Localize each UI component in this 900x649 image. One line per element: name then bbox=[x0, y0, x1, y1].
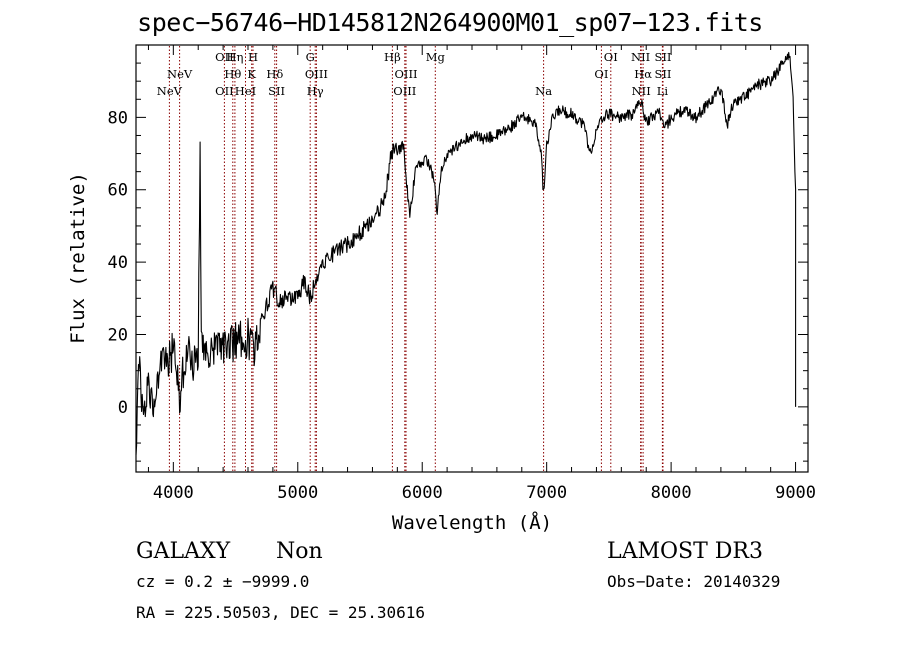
spectral-line-label: SII bbox=[268, 84, 285, 98]
observation-date: Obs−Date: 20140329 bbox=[607, 572, 781, 591]
spectral-line-label: NeV bbox=[157, 84, 183, 98]
spectral-line-label: Mg bbox=[426, 50, 446, 64]
spectral-line-label: OIII bbox=[305, 67, 328, 81]
spectral-line-label: H bbox=[248, 50, 258, 64]
spectral-line-label: HeI bbox=[235, 84, 256, 98]
spectral-line-label: NII bbox=[632, 84, 651, 98]
spectral-line-label: OI bbox=[604, 50, 618, 64]
spectrum-line bbox=[135, 51, 797, 455]
spectral-line-label: Hα bbox=[634, 67, 652, 81]
x-axis-label: Wavelength (Å) bbox=[392, 511, 552, 534]
spectral-line-label: Hδ bbox=[266, 67, 283, 81]
spectral-line-label: OI bbox=[594, 67, 608, 81]
redshift-cz: cz = 0.2 ± −9999.0 bbox=[136, 572, 310, 591]
spectral-line-label: NeV bbox=[167, 67, 193, 81]
spectral-line-label: SII bbox=[655, 67, 672, 81]
y-axis-label: Flux (relative) bbox=[67, 172, 89, 344]
object-class: GALAXY bbox=[136, 539, 231, 564]
spectral-line-label: OII bbox=[215, 50, 234, 64]
spectral-line-label: G bbox=[306, 50, 315, 64]
axis-ticks: 4000 5000 6000 7000 8000 9000 0 20 40 60 80 bbox=[108, 45, 816, 503]
y-tick-label: 20 bbox=[108, 325, 128, 345]
y-tick-label: 80 bbox=[108, 108, 128, 128]
x-tick-label: 4000 bbox=[153, 483, 194, 503]
x-tick-label: 7000 bbox=[526, 483, 567, 503]
spectral-line-label: Hθ bbox=[224, 67, 241, 81]
ra-dec-coordinates: RA = 225.50503, DEC = 25.30616 bbox=[136, 603, 425, 622]
spectral-line-label: Hγ bbox=[307, 84, 324, 98]
x-tick-label: 8000 bbox=[651, 483, 692, 503]
object-subclass: Non bbox=[276, 539, 323, 564]
spectral-line-label: NII bbox=[631, 50, 650, 64]
spectral-line-label: OII bbox=[215, 84, 234, 98]
y-tick-label: 40 bbox=[108, 253, 128, 273]
spectral-line-label: OIII bbox=[393, 84, 416, 98]
spectral-line-label: Hβ bbox=[384, 50, 401, 64]
x-tick-label: 6000 bbox=[402, 483, 443, 503]
spectral-line-markers bbox=[168, 46, 664, 471]
spectral-line-label: Li bbox=[657, 84, 669, 98]
spectral-line-label: OIII bbox=[394, 67, 417, 81]
spectral-line-label: SII bbox=[655, 50, 672, 64]
spectrum-chart: 4000 5000 6000 7000 8000 9000 0 20 40 60 80 NeV NeV… bbox=[67, 44, 816, 534]
plot-frame bbox=[135, 44, 809, 473]
spectral-line-label: K bbox=[247, 67, 256, 81]
spectral-line-label: Hη bbox=[226, 50, 243, 64]
x-tick-label: 5000 bbox=[277, 483, 318, 503]
y-tick-label: 0 bbox=[118, 398, 128, 418]
x-tick-label: 9000 bbox=[775, 483, 816, 503]
chart-title: spec−56746−HD145812N264900M01_sp07−123.f… bbox=[137, 8, 763, 37]
y-tick-label: 60 bbox=[108, 181, 128, 201]
survey-name: LAMOST DR3 bbox=[607, 539, 763, 564]
spectral-line-label: Na bbox=[535, 84, 552, 98]
